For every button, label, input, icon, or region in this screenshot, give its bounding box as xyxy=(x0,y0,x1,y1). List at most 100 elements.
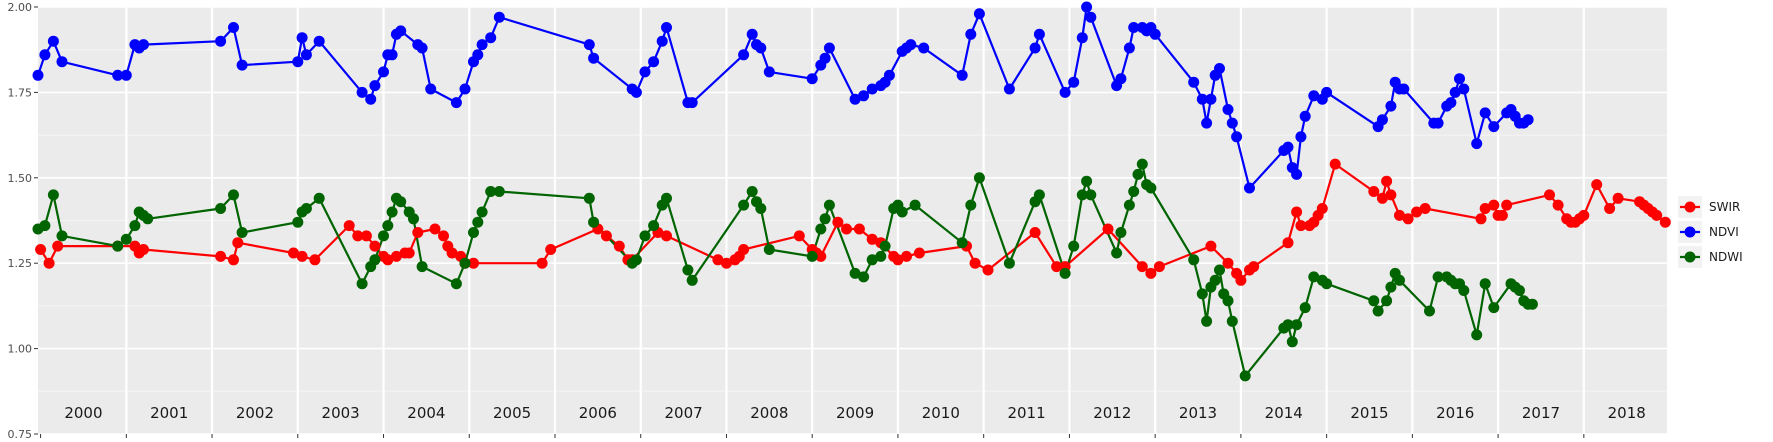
data-point-swir xyxy=(1282,237,1294,249)
data-point-ndvi xyxy=(1299,110,1311,122)
data-point-swir xyxy=(1376,192,1388,204)
data-point-ndvi xyxy=(1201,117,1213,129)
data-point-ndvi xyxy=(1085,11,1097,23)
data-point-ndwi xyxy=(648,220,660,232)
data-point-swir xyxy=(712,254,724,266)
data-point-swir xyxy=(352,230,364,242)
data-point-ndwi xyxy=(1085,189,1097,201)
data-point-ndvi xyxy=(648,56,660,68)
data-point-ndwi xyxy=(588,216,600,228)
data-point-swir xyxy=(738,244,750,255)
data-point-swir xyxy=(429,223,441,235)
data-point-ndwi xyxy=(378,230,389,242)
data-point-ndwi xyxy=(236,227,248,238)
data-point-swir xyxy=(296,250,308,262)
data-point-swir xyxy=(1235,274,1247,286)
data-point-ndwi xyxy=(1308,271,1320,283)
y-tick-label: 0.75 xyxy=(8,428,33,441)
data-point-swir xyxy=(1051,261,1063,273)
data-point-ndwi xyxy=(39,220,51,232)
data-point-ndvi xyxy=(1308,90,1320,102)
legend: SWIR NDVI NDWI xyxy=(1678,196,1743,268)
data-point-ndwi xyxy=(896,206,908,218)
data-point-ndvi xyxy=(1471,138,1483,150)
data-point-ndvi xyxy=(973,8,985,20)
data-point-ndwi xyxy=(369,254,381,266)
data-point-ndvi xyxy=(1321,86,1333,98)
data-point-ndvi xyxy=(956,69,968,81)
data-point-swir xyxy=(1552,199,1564,211)
data-point-ndvi xyxy=(296,32,308,44)
data-point-ndwi xyxy=(1214,264,1225,276)
data-point-ndwi xyxy=(120,233,132,245)
data-point-ndvi xyxy=(905,39,917,51)
data-point-ndvi xyxy=(1123,42,1135,54)
data-point-swir xyxy=(1651,209,1663,221)
data-point-ndvi xyxy=(292,56,304,68)
data-point-ndwi xyxy=(300,203,312,214)
data-point-ndwi xyxy=(450,278,462,290)
data-point-swir xyxy=(1475,213,1487,225)
data-point-ndwi xyxy=(1286,336,1298,348)
data-point-ndvi xyxy=(138,39,149,51)
year-label: 2012 xyxy=(1093,404,1131,422)
data-point-ndvi xyxy=(39,49,51,61)
series-points xyxy=(32,1,1671,382)
data-point-ndvi xyxy=(588,52,600,64)
data-point-swir xyxy=(1488,199,1500,211)
data-point-ndvi xyxy=(493,11,505,23)
year-label: 2001 xyxy=(150,404,188,422)
data-point-ndvi xyxy=(356,86,368,98)
data-point-ndvi xyxy=(746,28,758,40)
data-point-ndwi xyxy=(472,216,484,228)
data-point-swir xyxy=(1479,203,1491,214)
data-point-swir xyxy=(468,257,479,269)
data-point-ndwi xyxy=(1209,274,1221,286)
data-point-ndvi xyxy=(1479,107,1491,119)
y-tick-label: 1.75 xyxy=(8,86,33,99)
data-point-ndwi xyxy=(1068,240,1080,252)
data-point-swir xyxy=(360,230,372,242)
data-point-ndwi xyxy=(493,186,505,197)
data-point-ndwi xyxy=(866,254,878,266)
data-point-ndvi xyxy=(823,42,835,54)
data-point-swir xyxy=(52,240,64,252)
data-point-ndvi xyxy=(416,42,428,54)
data-point-ndwi xyxy=(313,192,325,204)
data-point-ndvi xyxy=(395,25,407,37)
data-point-ndvi xyxy=(365,93,377,105)
data-point-ndvi xyxy=(583,39,595,51)
data-point-swir xyxy=(1329,158,1341,170)
data-point-ndvi xyxy=(472,49,484,61)
data-point-swir xyxy=(1604,203,1616,214)
data-point-ndwi xyxy=(142,213,154,225)
data-point-ndvi xyxy=(1454,73,1465,85)
data-point-swir xyxy=(1411,206,1423,218)
data-point-ndwi xyxy=(386,206,398,218)
data-point-ndvi xyxy=(763,66,775,78)
data-point-ndwi xyxy=(1372,305,1384,317)
data-point-ndwi xyxy=(395,196,407,208)
x-axis xyxy=(40,434,1585,438)
data-point-ndvi xyxy=(1458,83,1470,95)
data-point-ndvi xyxy=(369,80,381,92)
data-point-ndvi xyxy=(755,42,767,54)
data-point-ndvi xyxy=(1295,131,1307,143)
data-point-ndvi xyxy=(1068,76,1080,88)
data-point-swir xyxy=(1291,206,1303,218)
data-point-ndwi xyxy=(1081,175,1093,187)
legend-label-ndwi: NDWI xyxy=(1709,250,1743,264)
data-point-ndwi xyxy=(1526,298,1538,310)
data-point-ndwi xyxy=(356,278,368,290)
data-point-ndwi xyxy=(1381,295,1393,307)
data-point-ndvi xyxy=(1385,100,1397,112)
data-point-ndwi xyxy=(1291,319,1303,331)
data-point-swir xyxy=(853,223,865,235)
data-point-ndwi xyxy=(956,237,968,249)
data-point-ndvi xyxy=(1081,1,1093,13)
data-point-ndwi xyxy=(416,261,428,273)
data-point-ndwi xyxy=(879,240,891,252)
data-point-ndwi xyxy=(686,274,698,286)
data-point-swir xyxy=(1385,189,1397,201)
data-point-ndwi xyxy=(909,199,921,211)
